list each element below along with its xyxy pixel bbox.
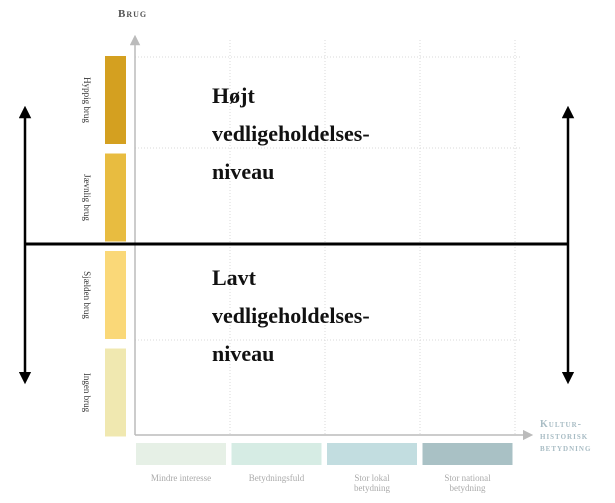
significance-bar bbox=[422, 443, 513, 465]
region-label: Højt vedligeholdelses-niveau bbox=[212, 83, 370, 184]
y-axis-title: Brug bbox=[118, 8, 147, 20]
region-line: vedligeholdelses- bbox=[212, 121, 370, 146]
region-line: niveau bbox=[212, 159, 274, 184]
title-line: betydning bbox=[540, 443, 591, 454]
significance-bar bbox=[136, 443, 226, 465]
significance-bar bbox=[327, 443, 417, 465]
label-line: Stor national bbox=[444, 473, 491, 483]
grid bbox=[135, 40, 520, 435]
label-line: Betydningsfuld bbox=[249, 473, 305, 483]
title-line: historisk bbox=[540, 431, 588, 442]
usage-bar bbox=[105, 251, 126, 339]
label-line: Mindre interesse bbox=[151, 473, 211, 483]
region-line: Lavt bbox=[212, 265, 257, 290]
usage-label: Ingen brug bbox=[82, 373, 92, 413]
x-axis-title: Kultur-historisk betydning bbox=[540, 419, 591, 454]
usage-label: Hyppig brug bbox=[82, 77, 92, 123]
region-line: Højt bbox=[212, 83, 255, 108]
significance-label: Mindre interesse bbox=[151, 473, 211, 483]
label-line: Stor lokal bbox=[354, 473, 390, 483]
significance-label: Stor national betydning bbox=[444, 473, 491, 493]
region-label: Lavt vedligeholdelses-niveau bbox=[212, 265, 370, 366]
significance-label: Stor lokal betydning bbox=[354, 473, 390, 493]
region-line: vedligeholdelses- bbox=[212, 303, 370, 328]
dynamic: Hyppig brug Jævnlig brug Sjælden brug Ingen… bbox=[82, 56, 591, 493]
significance-bar bbox=[231, 443, 322, 465]
title-line: Kultur- bbox=[540, 419, 582, 430]
label-line: betydning bbox=[354, 483, 390, 493]
usage-label: Sjælden brug bbox=[82, 271, 92, 319]
usage-bar bbox=[105, 153, 126, 242]
usage-bar bbox=[105, 348, 126, 437]
usage-bar bbox=[105, 56, 126, 144]
usage-label: Jævnlig brug bbox=[82, 174, 92, 221]
region-line: niveau bbox=[212, 341, 274, 366]
significance-label: Betydningsfuld bbox=[249, 473, 305, 483]
label-line: betydning bbox=[450, 483, 486, 493]
